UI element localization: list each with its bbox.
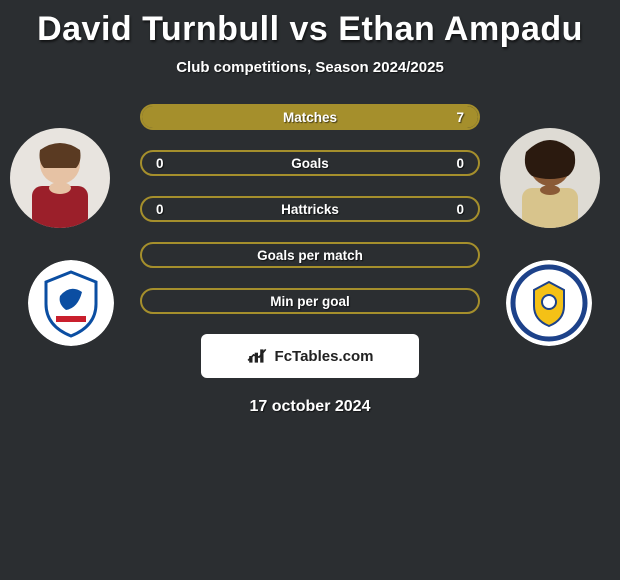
stat-right-value: 0: [456, 156, 464, 171]
stat-right-value: 0: [456, 202, 464, 217]
stats-bars: Matches 7 0 Goals 0 0 Hattricks 0 Goals per matc…: [140, 104, 480, 314]
stat-right-value: 7: [456, 110, 464, 125]
stat-bar-goals-per-match: Goals per match: [140, 242, 480, 268]
player-left-avatar: [10, 128, 110, 228]
crest-left: [28, 260, 114, 346]
stat-bar-matches: Matches 7: [140, 104, 480, 130]
subtitle: Club competitions, Season 2024/2025: [0, 59, 620, 76]
page-title: David Turnbull vs Ethan Ampadu: [0, 0, 620, 49]
stat-left-value: 0: [156, 156, 164, 171]
stat-bar-hattricks: 0 Hattricks 0: [140, 196, 480, 222]
stat-label: Hattricks: [281, 202, 339, 217]
chart-icon: [247, 347, 269, 365]
stat-label: Goals: [291, 156, 329, 171]
stat-bar-goals: 0 Goals 0: [140, 150, 480, 176]
stat-label: Min per goal: [270, 294, 350, 309]
brand-text: FcTables.com: [275, 348, 374, 365]
crest-right: [506, 260, 592, 346]
stat-label: Goals per match: [257, 248, 363, 263]
stat-bar-min-per-goal: Min per goal: [140, 288, 480, 314]
stat-left-value: 0: [156, 202, 164, 217]
date-text: 17 october 2024: [0, 398, 620, 416]
player-right-avatar: [500, 128, 600, 228]
stat-label: Matches: [283, 110, 337, 125]
brand-badge: FcTables.com: [201, 334, 419, 378]
